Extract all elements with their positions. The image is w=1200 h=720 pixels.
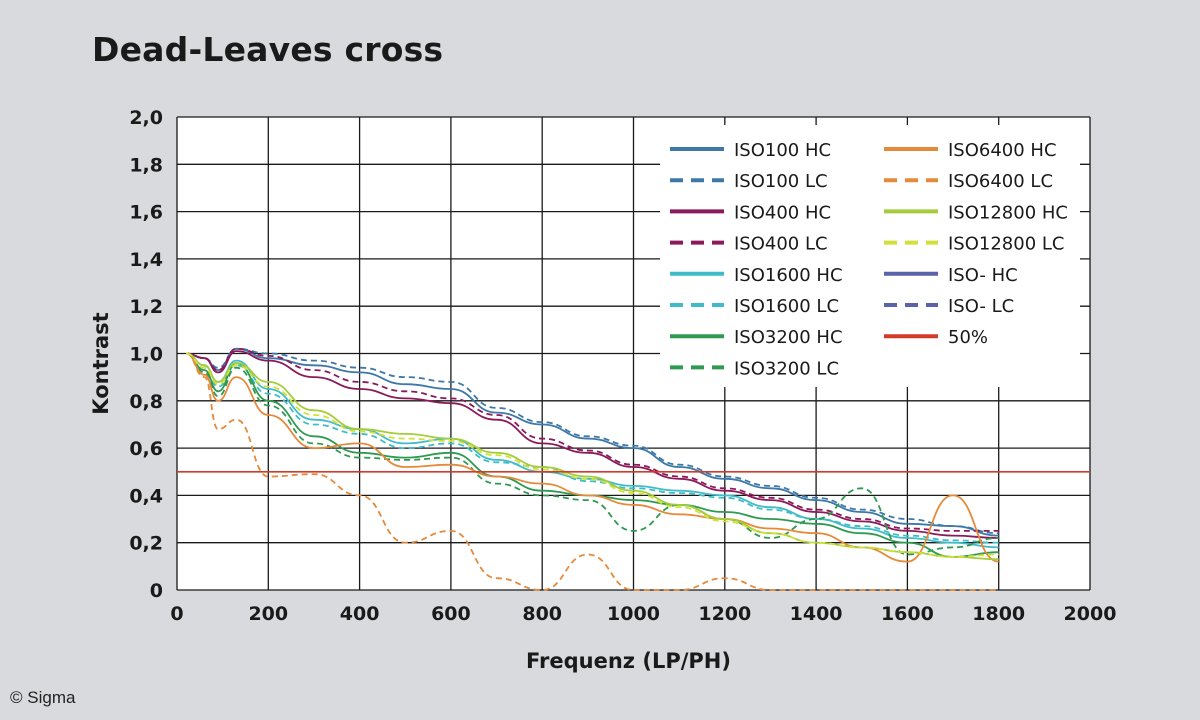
x-tick-label: 400 [340,603,380,625]
legend-label: ISO100 HC [734,140,831,161]
chart-title: Dead-Leaves cross [92,30,444,69]
x-tick-label: 200 [248,603,288,625]
series-layer [177,347,1090,591]
x-tick-label: 600 [431,603,471,625]
y-tick-label: 1,4 [129,249,163,271]
legend-label: ISO400 LC [734,234,828,255]
series-line-iso100-lc [186,347,999,535]
series-line-iso400-hc [186,350,999,539]
legend-label: ISO12800 LC [948,234,1064,255]
legend-label: ISO- HC [948,265,1018,286]
series-line-iso400-lc [186,347,999,532]
x-tick-label: 1800 [972,603,1025,625]
series-line-iso100-hc [186,347,999,537]
legend-label: ISO400 HC [734,202,831,223]
y-tick-label: 0,4 [129,485,163,507]
legend: ISO100 HC ISO100 LC ISO400 HC ISO400 LC ISO1… [660,125,1080,387]
legend-label: ISO6400 HC [948,140,1057,161]
y-tick-label: 0,6 [129,438,163,460]
legend-label: 50% [948,327,988,348]
y-tick-label: 1,2 [129,296,163,318]
y-tick-label: 2,0 [129,107,163,129]
legend-label: ISO6400 LC [948,171,1053,192]
legend-label: ISO3200 HC [734,327,843,348]
legend-label: ISO1600 LC [734,296,839,317]
y-tick-label: 1,8 [129,154,163,176]
legend-label: ISO12800 HC [948,202,1068,223]
y-tick-label: 1,0 [129,344,163,366]
x-tick-label: 2000 [1064,603,1117,625]
x-tick-label: 1000 [607,603,660,625]
x-tick-label: 1600 [881,603,934,625]
legend-label: ISO3200 LC [734,358,839,379]
y-axis-title: Kontrast [89,312,113,414]
series-line-iso3200-hc [185,352,999,558]
y-tick-label: 1,6 [129,202,163,224]
y-tick-label: 0,8 [129,391,163,413]
legend-label: ISO100 LC [734,171,828,192]
series-line-iso6400-lc [185,352,999,591]
legend-label: ISO1600 HC [734,265,843,286]
x-tick-label: 0 [170,603,183,625]
legend-box [660,125,1080,387]
x-tick-label: 800 [522,603,562,625]
y-tick-label: 0,2 [129,533,163,555]
y-tick-label: 0 [150,580,163,602]
x-axis-title: Frequenz (LP/PH) [526,649,731,673]
x-tick-label: 1200 [698,603,751,625]
legend-label: ISO- LC [948,296,1014,317]
copyright-credit: © Sigma [10,688,76,707]
series-line-iso3200-lc [185,352,999,556]
x-tick-label: 1400 [790,603,843,625]
tick-labels: 0 200 400 600 800 1000 1200 1400 1600 1800 2000 0 0,… [129,107,1116,625]
